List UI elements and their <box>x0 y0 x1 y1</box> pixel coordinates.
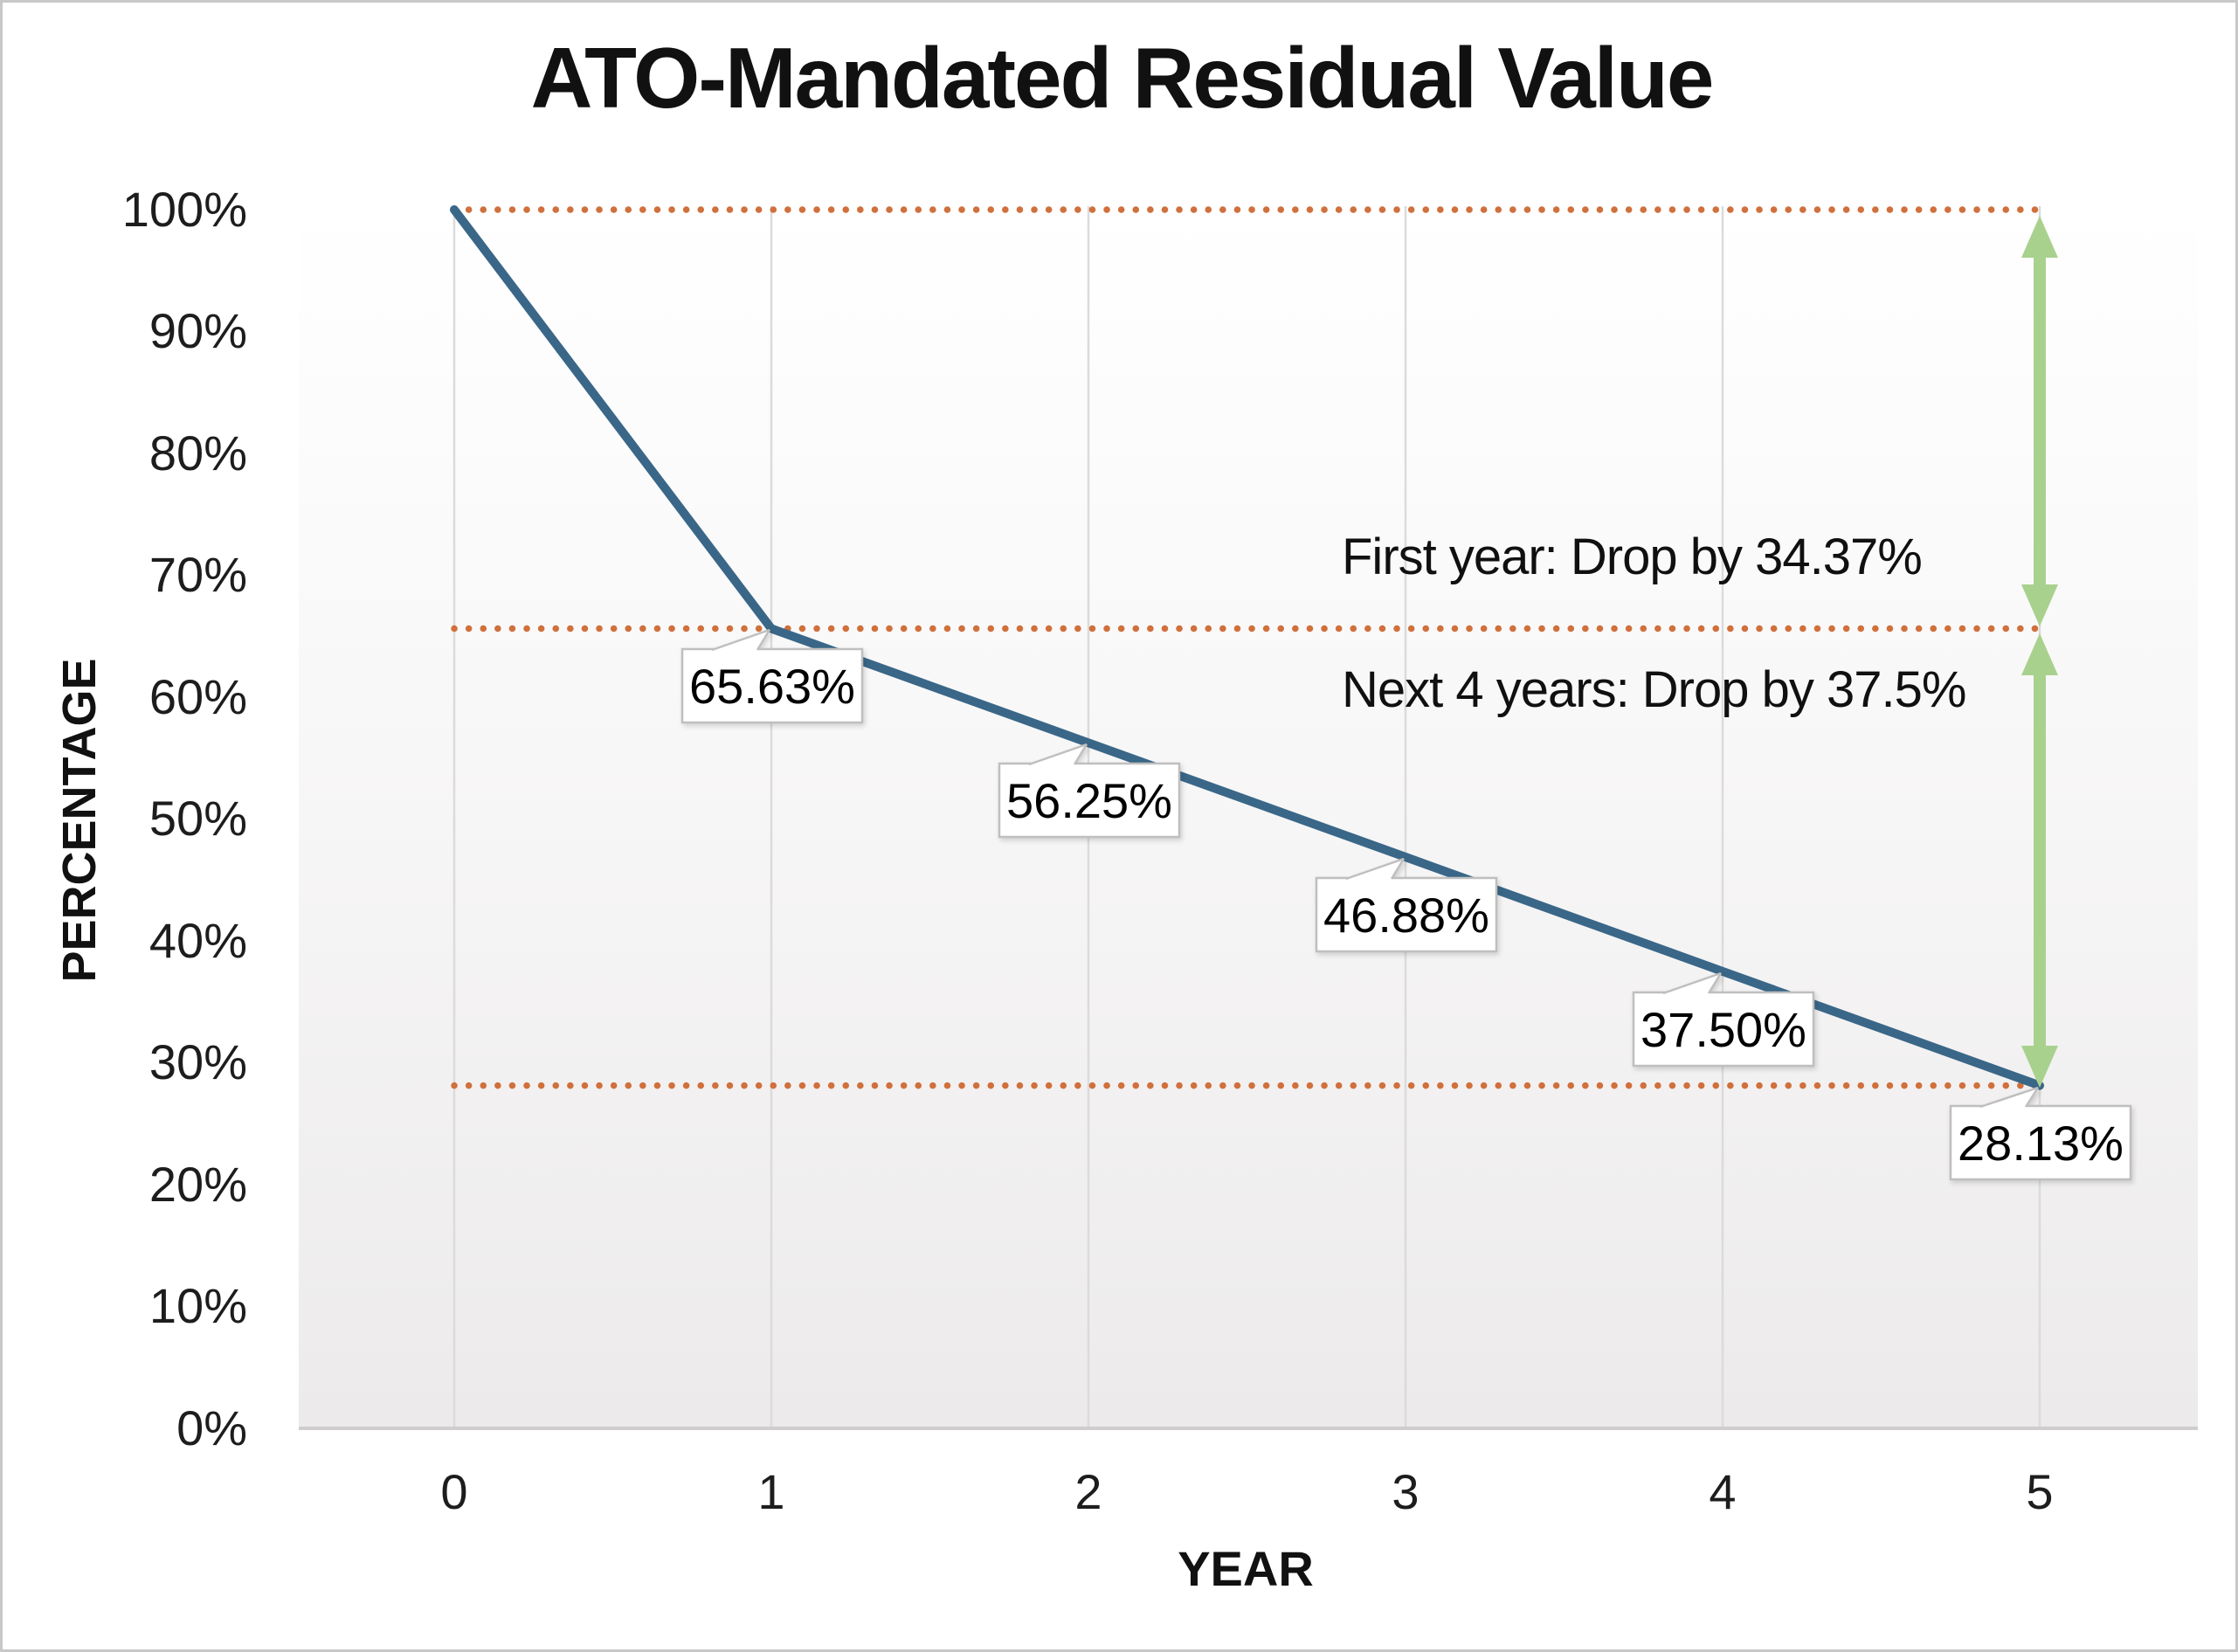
callout-box-year1 <box>680 628 864 724</box>
x-axis-title: YEAR <box>1178 1541 1314 1596</box>
x-tick-label-4: 4 <box>1709 1464 1737 1519</box>
data-label-year2: 56.25% <box>1006 773 1172 828</box>
callout-box-year4 <box>1632 971 1815 1068</box>
x-tick-label-2: 2 <box>1074 1464 1102 1519</box>
vertical-gridlines <box>452 206 2041 1427</box>
x-tick-label-0: 0 <box>440 1464 468 1519</box>
drop-arrow-first-year <box>2021 216 2058 626</box>
drop-arrow-next-years <box>2021 633 2058 1088</box>
residual-value-line <box>450 205 2044 1090</box>
callout-boxes <box>680 628 2132 1181</box>
plot-area <box>299 206 2198 1428</box>
y-tick-label-60: 60% <box>149 669 247 724</box>
dotted-reference-lines <box>451 206 2050 1089</box>
data-label-year5: 28.13% <box>1958 1116 2124 1171</box>
x-tick-label-3: 3 <box>1392 1464 1419 1519</box>
data-label-year3: 46.88% <box>1323 888 1489 943</box>
x-tick-label-1: 1 <box>757 1464 785 1519</box>
x-tick-label-5: 5 <box>2026 1464 2054 1519</box>
y-tick-label-80: 80% <box>149 425 247 480</box>
chart-geometry <box>299 205 2198 1430</box>
callout-box-year5 <box>1949 1086 2132 1181</box>
y-tick-label-20: 20% <box>149 1157 247 1212</box>
y-axis-title: PERCENTAGE <box>53 658 106 983</box>
y-tick-label-70: 70% <box>149 547 247 602</box>
y-tick-label-30: 30% <box>149 1034 247 1089</box>
callout-box-year3 <box>1315 857 1498 953</box>
y-tick-label-50: 50% <box>149 791 247 846</box>
chart-title: ATO-Mandated Residual Value <box>530 30 1715 126</box>
data-label-year4: 37.50% <box>1641 1002 1806 1057</box>
y-tick-label-0: 0% <box>176 1400 247 1455</box>
annotation-next-years-drop: Next 4 years: Drop by 37.5% <box>1342 661 1966 718</box>
y-tick-label-90: 90% <box>149 303 247 358</box>
y-tick-label-40: 40% <box>149 913 247 968</box>
y-tick-label-100: 100% <box>121 182 247 237</box>
annotation-first-year-drop: First year: Drop by 34.37% <box>1342 529 1923 585</box>
data-label-year1: 65.63% <box>689 659 855 714</box>
y-tick-label-10: 10% <box>149 1278 247 1333</box>
callout-box-year2 <box>998 743 1181 839</box>
